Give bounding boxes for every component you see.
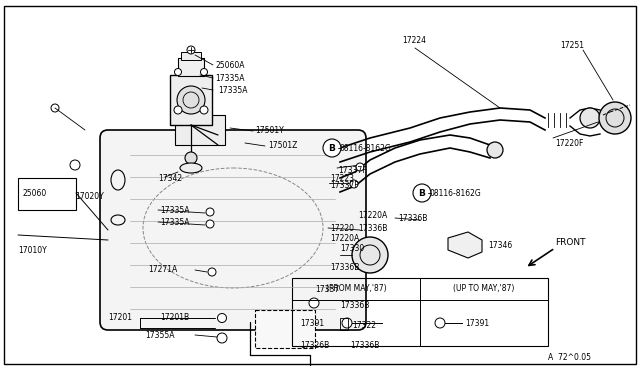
Circle shape [175, 68, 182, 76]
Text: 17336B: 17336B [350, 340, 380, 350]
Text: 25060A: 25060A [215, 61, 244, 70]
Bar [255, 310, 315, 348]
Text: 17336B: 17336B [398, 214, 428, 222]
Circle shape [200, 68, 207, 76]
Text: 17335A: 17335A [218, 86, 248, 94]
Text: 17501Z: 17501Z [268, 141, 298, 150]
Text: 17220: 17220 [330, 224, 354, 232]
Text: 17337F: 17337F [330, 180, 358, 189]
Circle shape [350, 180, 358, 188]
Text: 17336B: 17336B [330, 263, 360, 273]
Bar [175, 115, 225, 145]
Text: 08116-8162G: 08116-8162G [340, 144, 392, 153]
Text: (UP TO MAY,'87): (UP TO MAY,'87) [453, 285, 515, 294]
Bar [170, 75, 212, 125]
Text: 17335A: 17335A [160, 205, 189, 215]
Polygon shape [448, 232, 482, 258]
Text: 17337: 17337 [315, 285, 339, 295]
Text: 17336B: 17336B [340, 301, 369, 310]
Text: A  72^0.05: A 72^0.05 [548, 353, 591, 362]
Text: 17224: 17224 [402, 35, 426, 45]
Circle shape [599, 102, 631, 134]
Text: 17355A: 17355A [145, 330, 175, 340]
Text: B: B [328, 144, 335, 153]
Text: 17326B: 17326B [300, 340, 329, 350]
Text: (FROM MAY,'87): (FROM MAY,'87) [326, 285, 387, 294]
Text: 17335A: 17335A [215, 74, 244, 83]
Text: 17220A: 17220A [358, 211, 387, 219]
Circle shape [177, 86, 205, 114]
Bar [18, 178, 76, 210]
Text: B: B [419, 189, 426, 198]
Text: 17020Y: 17020Y [75, 192, 104, 201]
Text: 25060: 25060 [22, 189, 46, 198]
Text: 17342: 17342 [158, 173, 182, 183]
Text: 08116-8162G: 08116-8162G [430, 189, 482, 198]
Text: 17251: 17251 [560, 41, 584, 49]
Circle shape [342, 318, 352, 328]
Circle shape [206, 220, 214, 228]
Circle shape [218, 314, 227, 323]
Text: 17346: 17346 [488, 241, 512, 250]
Text: FRONT: FRONT [555, 237, 586, 247]
Text: 17201B: 17201B [160, 314, 189, 323]
Circle shape [187, 46, 195, 54]
Bar [181, 52, 201, 60]
Text: 17271A: 17271A [148, 266, 177, 275]
Circle shape [413, 184, 431, 202]
Bar [292, 278, 548, 346]
Text: 17220F: 17220F [555, 138, 584, 148]
Text: 17335A: 17335A [160, 218, 189, 227]
Text: 17391: 17391 [300, 318, 324, 327]
FancyBboxPatch shape [100, 130, 366, 330]
Text: 17330: 17330 [340, 244, 364, 253]
Text: 17220A: 17220A [330, 234, 359, 243]
Circle shape [200, 106, 208, 114]
Ellipse shape [180, 163, 202, 173]
Circle shape [309, 298, 319, 308]
Text: 17336B: 17336B [358, 224, 387, 232]
Text: 17010Y: 17010Y [18, 246, 47, 254]
Circle shape [487, 142, 503, 158]
Circle shape [352, 237, 388, 273]
Circle shape [217, 333, 227, 343]
Circle shape [356, 163, 364, 171]
Text: 17223: 17223 [330, 173, 354, 183]
Text: 17201: 17201 [108, 314, 132, 323]
Circle shape [449, 241, 456, 248]
Circle shape [208, 268, 216, 276]
Text: 17391: 17391 [465, 318, 489, 327]
Circle shape [580, 108, 600, 128]
Circle shape [206, 208, 214, 216]
Bar [178, 58, 204, 76]
Text: 17322: 17322 [352, 321, 376, 330]
Text: 17337F: 17337F [338, 166, 367, 174]
Circle shape [185, 152, 197, 164]
Circle shape [51, 104, 59, 112]
Circle shape [70, 160, 80, 170]
Text: 17501Y: 17501Y [255, 125, 284, 135]
Circle shape [323, 139, 341, 157]
Circle shape [435, 318, 445, 328]
Circle shape [174, 106, 182, 114]
